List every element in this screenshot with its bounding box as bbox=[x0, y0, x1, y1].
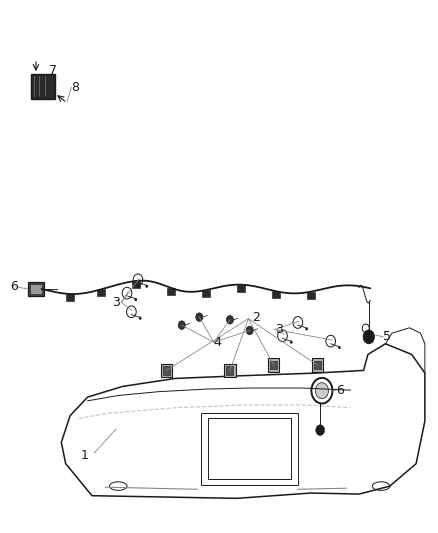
Bar bbox=[31, 74, 55, 99]
Text: 5: 5 bbox=[383, 330, 391, 343]
Bar bbox=[314, 361, 321, 369]
Circle shape bbox=[363, 330, 374, 344]
Circle shape bbox=[338, 346, 341, 349]
Bar bbox=[66, 294, 74, 301]
Circle shape bbox=[134, 298, 137, 301]
Text: 6: 6 bbox=[10, 280, 18, 293]
Circle shape bbox=[145, 285, 148, 288]
Bar bbox=[226, 366, 233, 375]
Bar bbox=[272, 292, 280, 298]
Bar bbox=[208, 418, 291, 479]
Bar bbox=[312, 358, 323, 372]
Bar bbox=[270, 361, 277, 369]
Text: 4: 4 bbox=[214, 336, 222, 349]
Text: 3: 3 bbox=[275, 323, 283, 336]
Circle shape bbox=[305, 327, 308, 330]
Bar bbox=[202, 290, 210, 297]
Circle shape bbox=[139, 317, 141, 320]
Text: 1: 1 bbox=[81, 449, 89, 462]
Circle shape bbox=[178, 321, 185, 329]
Text: 3: 3 bbox=[112, 296, 120, 309]
Bar bbox=[132, 281, 140, 288]
Bar bbox=[97, 289, 105, 296]
Bar bbox=[201, 413, 298, 485]
Bar bbox=[237, 285, 245, 292]
Text: 8: 8 bbox=[71, 81, 79, 94]
Bar bbox=[307, 292, 315, 298]
Text: 2: 2 bbox=[252, 311, 260, 324]
Circle shape bbox=[315, 383, 328, 399]
Bar bbox=[167, 288, 175, 295]
Bar bbox=[268, 358, 279, 372]
Circle shape bbox=[316, 425, 325, 435]
Circle shape bbox=[196, 313, 203, 321]
Circle shape bbox=[226, 316, 233, 324]
Bar bbox=[224, 364, 236, 377]
Circle shape bbox=[246, 326, 253, 335]
Text: 6: 6 bbox=[336, 384, 344, 397]
Bar bbox=[163, 366, 170, 375]
Bar bbox=[28, 282, 44, 296]
Bar bbox=[30, 284, 42, 294]
Text: 7: 7 bbox=[49, 64, 57, 77]
Bar bbox=[161, 364, 172, 377]
Circle shape bbox=[290, 341, 293, 344]
